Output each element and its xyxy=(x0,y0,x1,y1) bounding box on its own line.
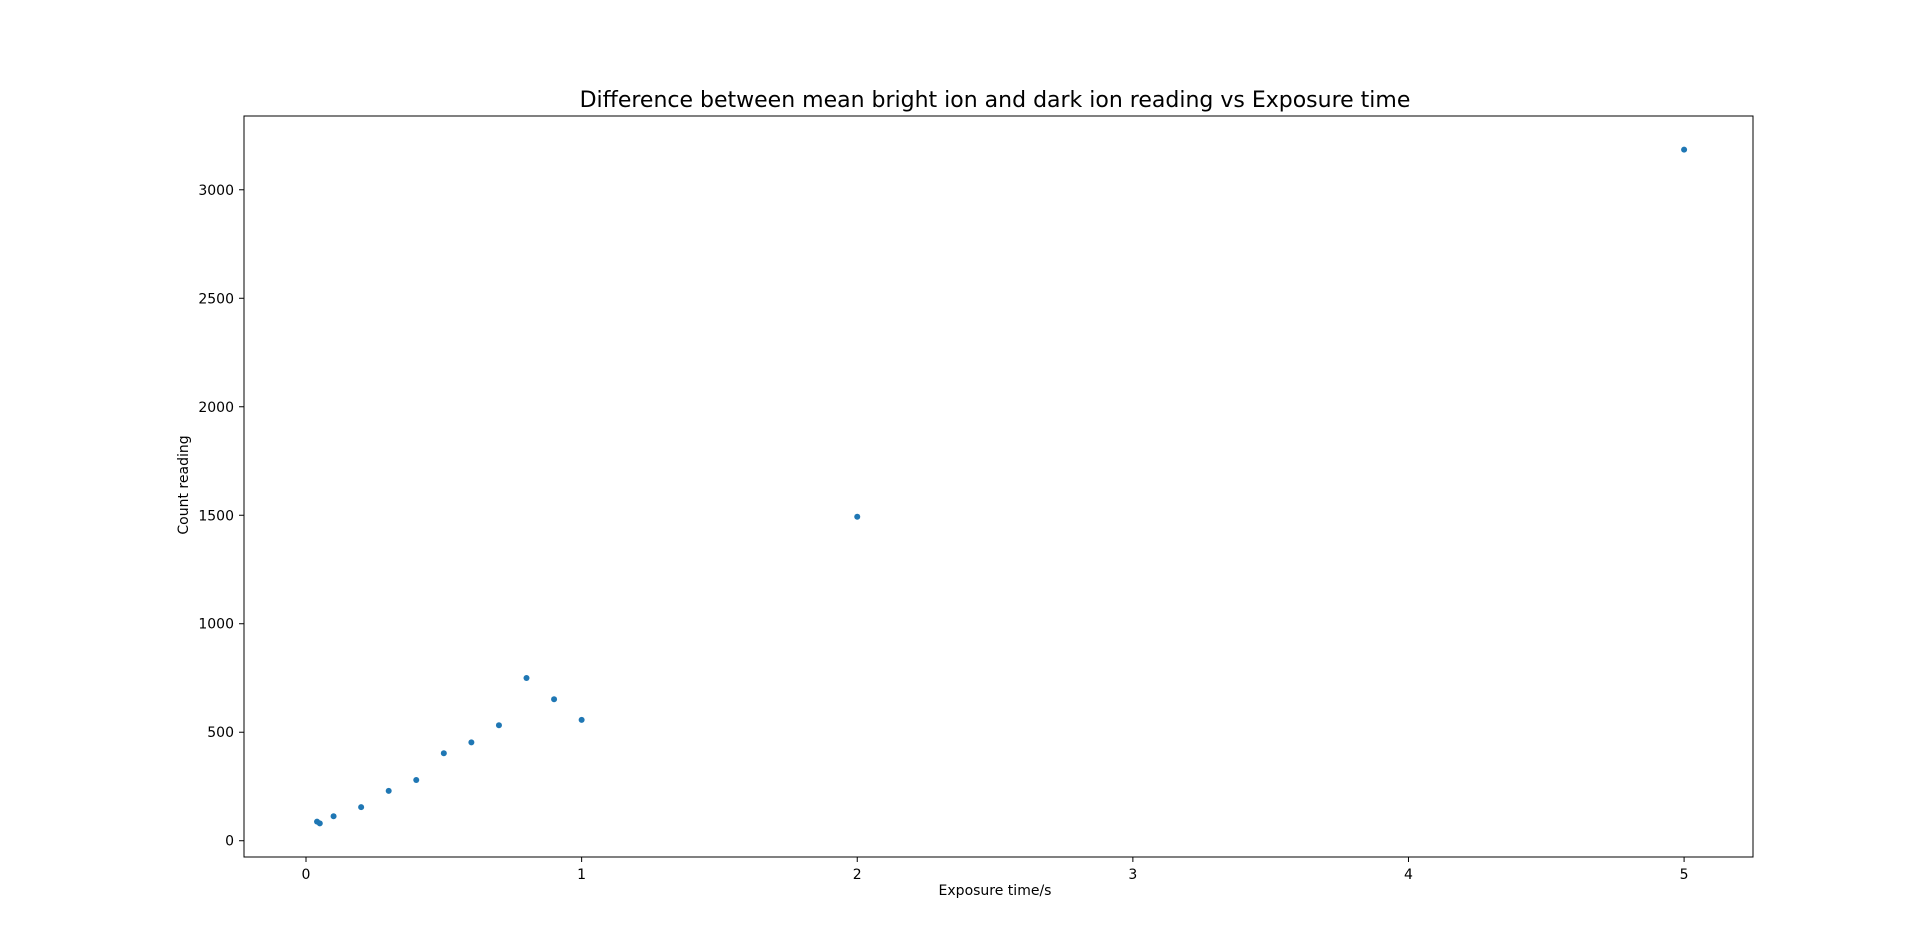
data-point xyxy=(316,820,323,827)
data-point xyxy=(358,804,365,811)
y-tick-label: 2000 xyxy=(198,400,234,416)
data-point xyxy=(551,696,558,703)
x-tick-label: 4 xyxy=(1404,867,1413,883)
data-points xyxy=(314,146,1688,827)
data-point xyxy=(578,716,585,723)
y-tick-label: 1000 xyxy=(198,617,234,633)
data-point xyxy=(440,750,447,757)
data-point xyxy=(413,776,420,783)
y-axis-label: Count reading xyxy=(176,435,192,534)
data-point xyxy=(854,513,861,520)
x-axis: 0 1 2 3 4 5 xyxy=(302,857,1689,883)
y-tick-label: 3000 xyxy=(198,183,234,199)
data-point xyxy=(523,674,530,681)
data-point xyxy=(330,813,337,820)
x-axis-label: Exposure time/s xyxy=(939,883,1052,899)
data-point xyxy=(385,787,392,794)
y-tick-label: 0 xyxy=(225,834,234,850)
x-tick-label: 1 xyxy=(577,867,586,883)
y-axis: 0 500 1000 1500 2000 2500 3000 xyxy=(198,183,244,850)
x-tick-label: 5 xyxy=(1680,867,1689,883)
chart-title: Difference between mean bright ion and d… xyxy=(580,88,1411,113)
y-tick-label: 500 xyxy=(207,725,234,741)
x-tick-label: 2 xyxy=(853,867,862,883)
x-tick-label: 3 xyxy=(1128,867,1137,883)
data-point xyxy=(495,722,502,729)
x-tick-label: 0 xyxy=(302,867,311,883)
data-point xyxy=(468,739,475,746)
data-point xyxy=(1681,146,1688,153)
y-tick-label: 2500 xyxy=(198,291,234,307)
y-tick-label: 1500 xyxy=(198,508,234,524)
plot-area-frame xyxy=(243,115,1754,858)
